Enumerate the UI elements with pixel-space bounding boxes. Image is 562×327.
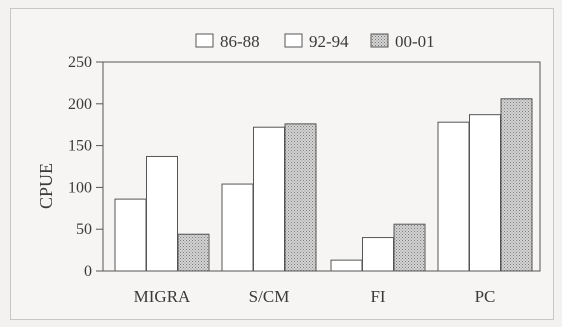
- bar-pc-00-01: [500, 98, 533, 272]
- y-tick-label: 50: [76, 221, 92, 238]
- x-category-labels: MIGRA S/CM FI PC: [134, 287, 496, 306]
- bar-fi-86-88: [330, 259, 363, 272]
- bar-fi-00-01: [393, 223, 426, 272]
- plot-border: [102, 61, 541, 272]
- legend-label: 00-01: [395, 32, 435, 51]
- y-tick-label: 250: [68, 54, 92, 71]
- x-category-label: PC: [475, 287, 496, 306]
- bar-s-cm-86-88: [221, 183, 254, 272]
- y-tick-label: 100: [68, 179, 92, 196]
- y-ticks: 0 50 100 150 200 250: [68, 54, 103, 280]
- y-axis-title: CPUE: [36, 163, 56, 209]
- legend-label: 86-88: [220, 32, 260, 51]
- bar-s-cm-00-01: [284, 123, 317, 272]
- x-category-label: MIGRA: [134, 287, 191, 306]
- legend-swatch: [370, 33, 389, 48]
- y-tick-label: 200: [68, 96, 92, 113]
- bar-s-cm-92-94: [253, 126, 285, 272]
- bars: [114, 98, 533, 272]
- y-tick-label: 0: [84, 263, 92, 280]
- legend-swatch: [195, 33, 214, 48]
- legend-swatch: [284, 33, 303, 48]
- legend: 86-88 92-94 00-01: [195, 32, 435, 51]
- bar-fi-92-94: [362, 237, 394, 272]
- bar-migra-92-94: [146, 155, 178, 272]
- bar-migra-86-88: [114, 198, 147, 272]
- bar-migra-00-01: [177, 233, 210, 272]
- axes: [102, 61, 541, 272]
- bar-pc-92-94: [469, 114, 501, 272]
- legend-label: 92-94: [309, 32, 349, 51]
- y-tick-label: 150: [68, 138, 92, 155]
- bar-pc-86-88: [437, 121, 470, 272]
- x-category-label: S/CM: [249, 287, 290, 306]
- x-category-label: FI: [370, 287, 385, 306]
